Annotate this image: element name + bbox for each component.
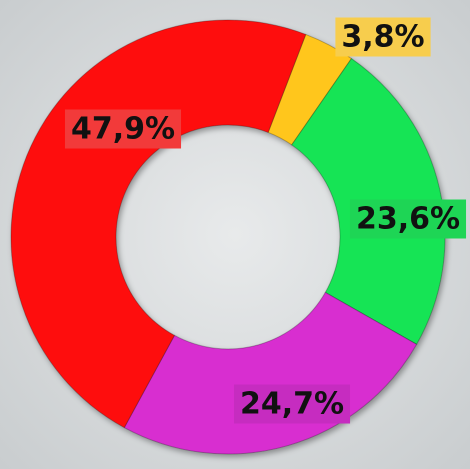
value-label-group: 3,8% (335, 18, 430, 57)
page: {"chart_data": {"type": "donut", "catego… (0, 0, 470, 469)
value-label: 3,8% (341, 20, 424, 55)
chart: 3,8% 23,6% 24,7% 47,9% (0, 0, 470, 469)
value-label-group: 23,6% (350, 200, 466, 239)
value-label: 24,7% (240, 387, 344, 422)
value-label-group: 47,9% (65, 110, 181, 149)
value-label: 47,9% (71, 112, 175, 147)
value-label: 23,6% (356, 202, 460, 237)
value-label-group: 24,7% (234, 385, 350, 424)
